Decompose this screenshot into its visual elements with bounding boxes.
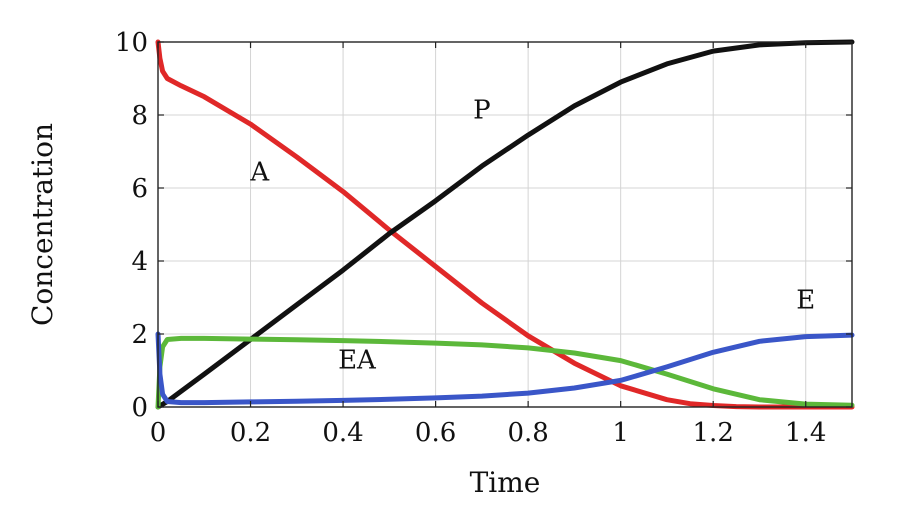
y-tick-label: 4 (131, 247, 148, 277)
x-tick-labels: 0 0.2 0.4 0.6 0.8 1 1.2 1.4 (150, 418, 827, 448)
series-line-e (155, 331, 855, 406)
series-line-p (155, 39, 855, 410)
y-tick-label: 2 (131, 320, 148, 350)
series-label-p: P (473, 96, 491, 126)
y-tick-label: 8 (131, 101, 148, 131)
series-line-a (155, 39, 855, 410)
y-tick-label: 10 (115, 28, 148, 58)
y-tick-labels: 0 2 4 6 8 10 (115, 28, 148, 423)
series-line-ea (155, 335, 855, 410)
x-tick-label: 0.4 (322, 418, 363, 448)
x-tick-label: 0 (150, 418, 167, 448)
series-label-a: A (249, 158, 270, 188)
series-label-ea: EA (338, 346, 377, 376)
series-annotations: A P EA E (249, 96, 815, 376)
series-label-e: E (796, 285, 815, 315)
y-axis-title: Concentration (26, 123, 59, 326)
x-axis-title: Time (470, 466, 541, 499)
x-tick-label: 1 (612, 418, 629, 448)
x-tick-label: 0.8 (507, 418, 548, 448)
x-tick-label: 1.2 (693, 418, 734, 448)
y-tick-label: 6 (131, 174, 148, 204)
series-lines (155, 39, 855, 410)
grid-lines (157, 41, 852, 408)
x-tick-label: 0.6 (415, 418, 456, 448)
axis-ticks (157, 41, 852, 408)
plot-frame (157, 41, 853, 408)
x-tick-label: 0.2 (230, 418, 271, 448)
x-tick-label: 1.4 (785, 418, 826, 448)
y-tick-label: 0 (131, 393, 148, 423)
